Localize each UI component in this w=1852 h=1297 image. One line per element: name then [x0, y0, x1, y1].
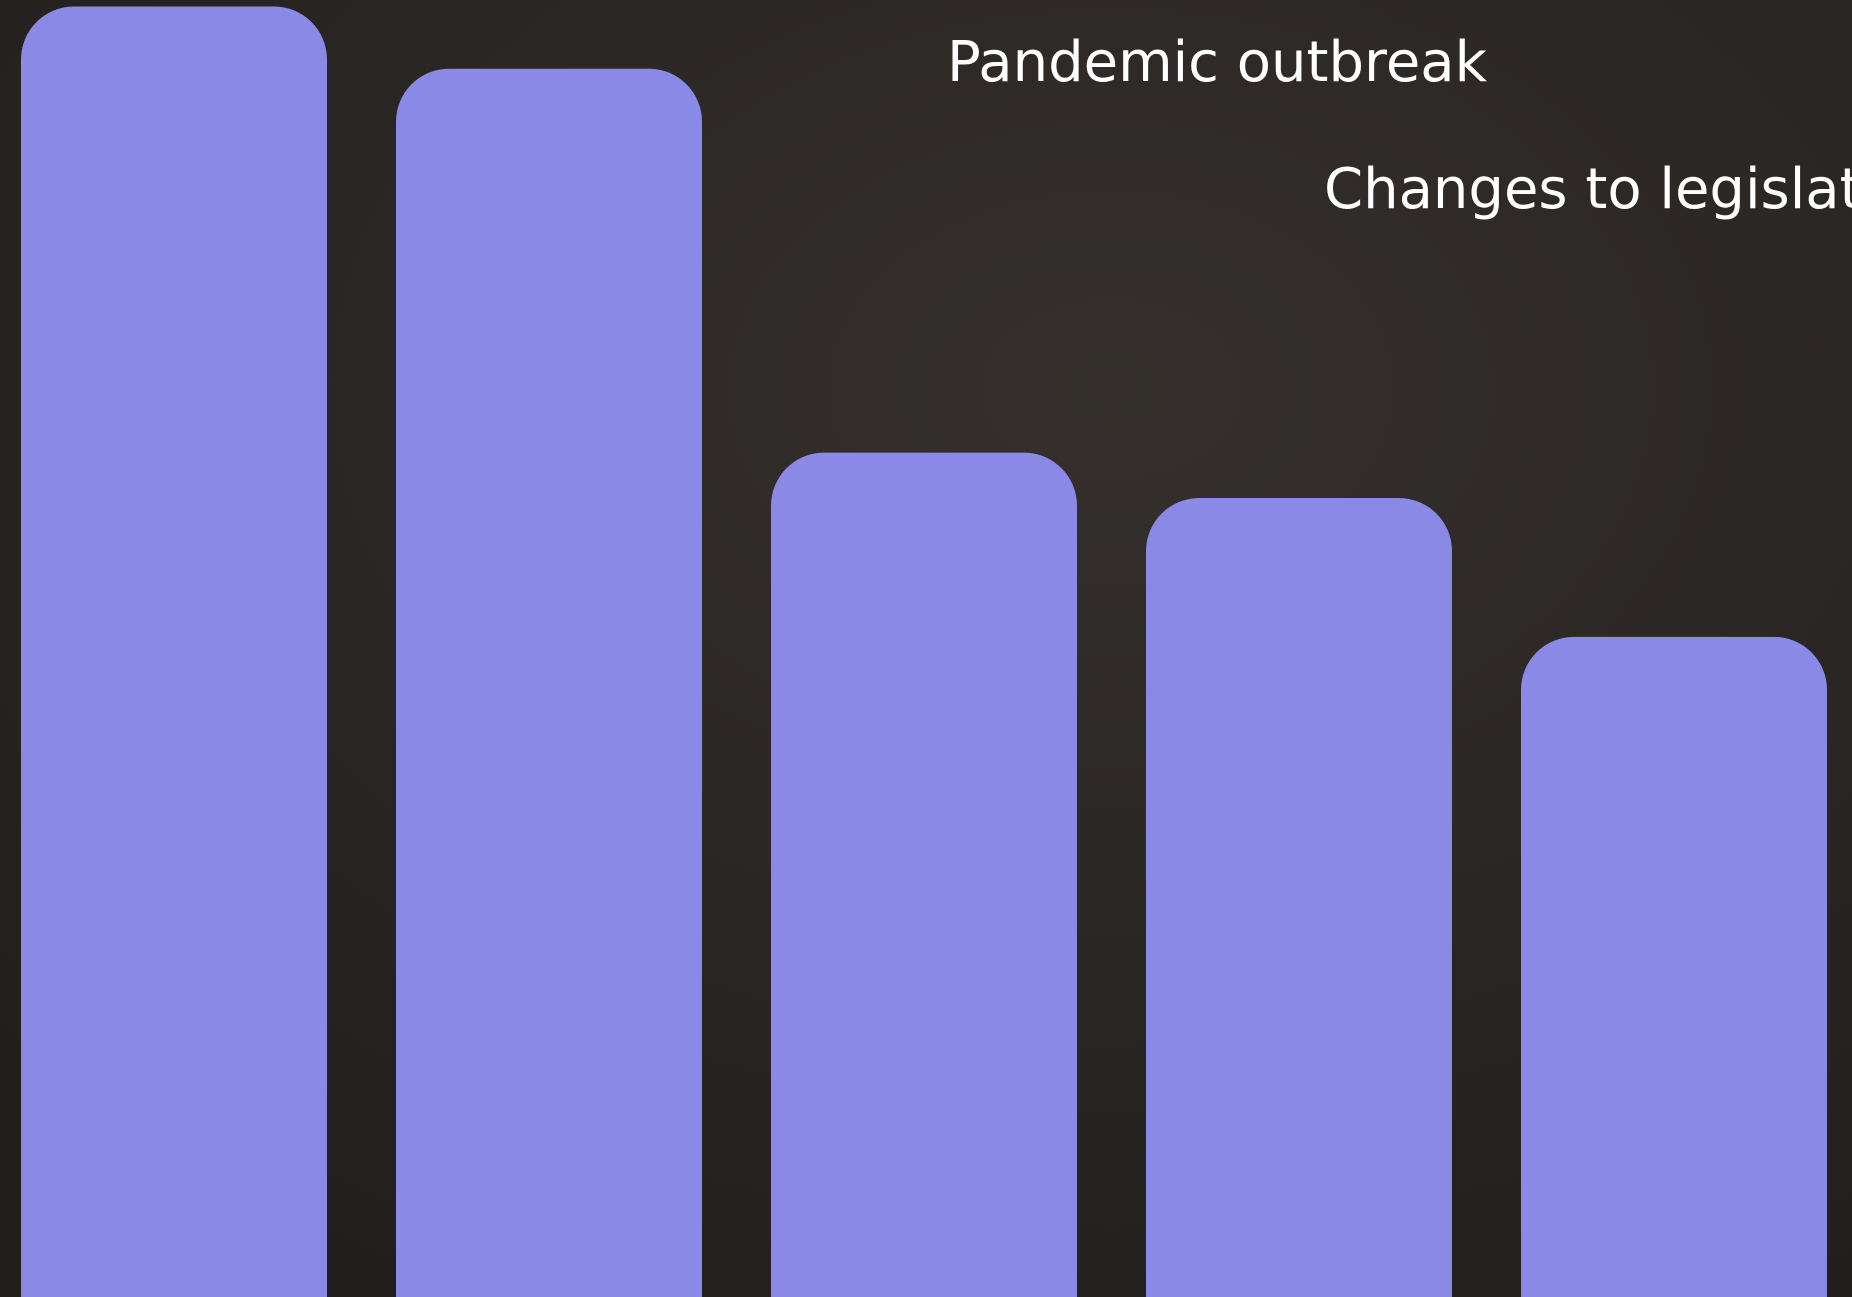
annotation: Changes to legislation	[1324, 157, 1852, 222]
bar	[1521, 637, 1827, 1297]
chart: Pandemic outbreak Changes to legislation	[0, 0, 1852, 1297]
bar	[771, 453, 1077, 1297]
annotation: Pandemic outbreak	[947, 30, 1488, 95]
bar	[396, 69, 702, 1297]
page: Pandemic outbreakChanges to legislation …	[0, 0, 1852, 1297]
bar	[21, 6, 327, 1297]
bar	[1146, 498, 1452, 1297]
